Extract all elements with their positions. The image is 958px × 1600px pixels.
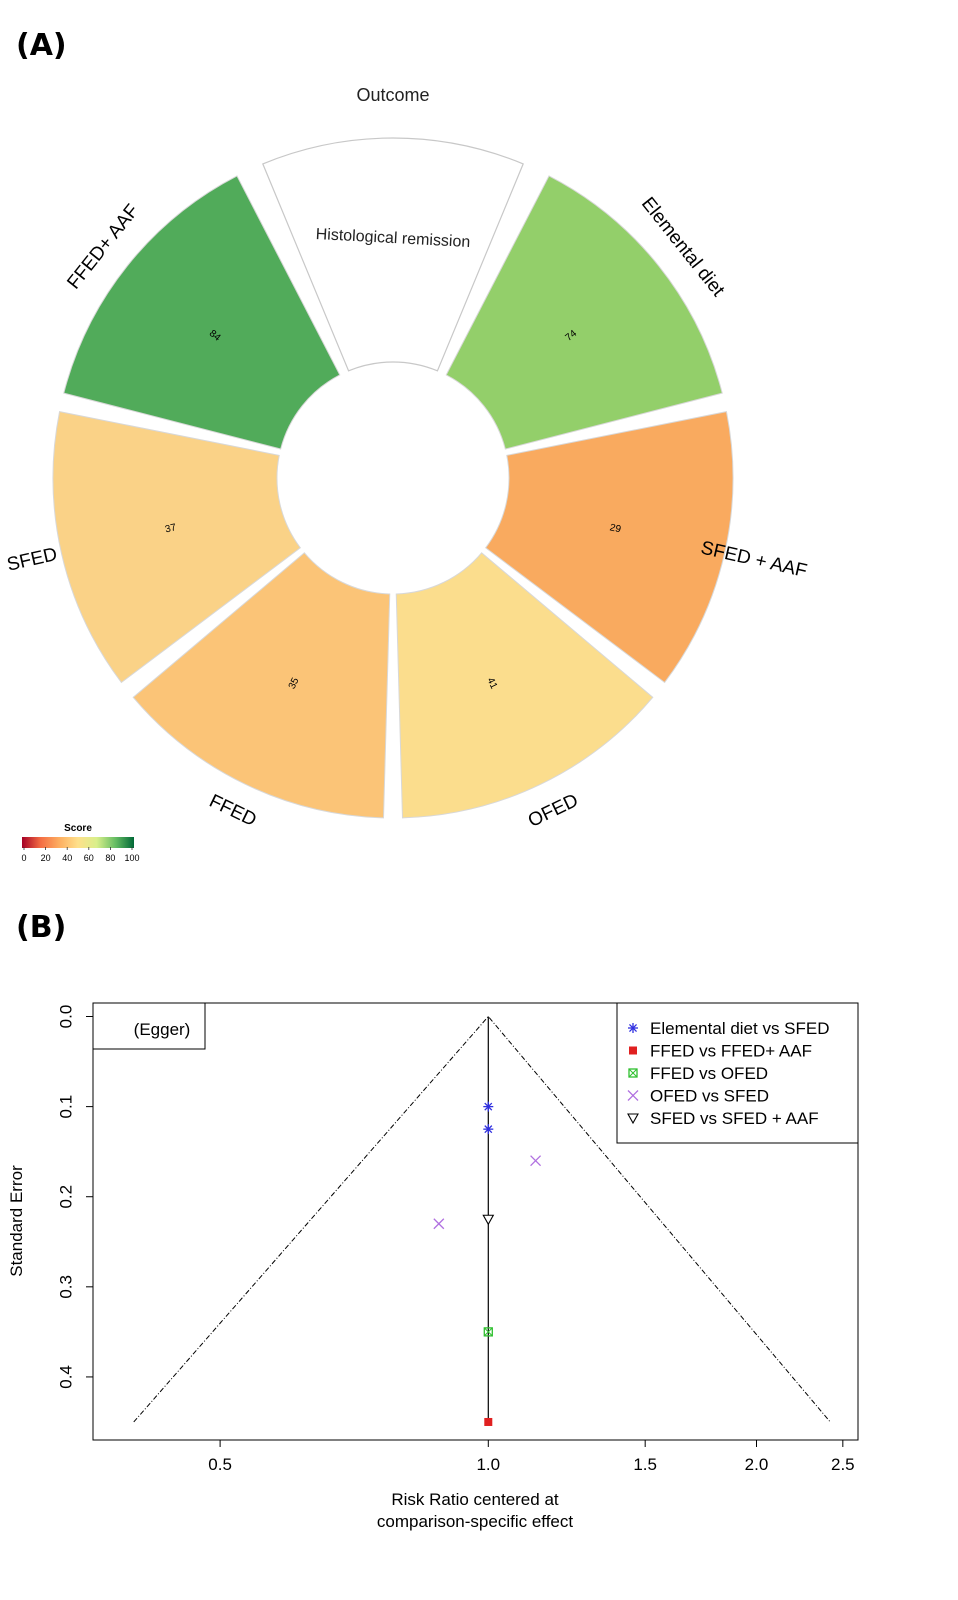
- legend-marker: [628, 1023, 638, 1033]
- legend-tick-label: 60: [84, 853, 94, 863]
- segment-label: OFED: [525, 790, 582, 832]
- legend-entry: FFED vs FFED+ AAF: [650, 1042, 812, 1061]
- segment-score: 37: [164, 522, 178, 535]
- segment-ffed: [132, 552, 391, 819]
- segment-score: 41: [484, 676, 499, 691]
- score-segments: [52, 175, 734, 819]
- x-axis-label-line1: Risk Ratio centered at: [391, 1490, 559, 1509]
- y-tick-label: 0.1: [56, 1095, 75, 1119]
- legend-marker: [629, 1046, 637, 1055]
- segment-label: FFED: [206, 791, 260, 831]
- score-legend: Score 0 20 40 60 80 100: [21, 823, 139, 863]
- segment-label: SFED: [5, 544, 59, 576]
- legend-tick-label: 20: [41, 853, 51, 863]
- x-tick-label: 0.5: [208, 1455, 232, 1474]
- legend-entry: Elemental diet vs SFED: [650, 1019, 830, 1038]
- legend-tick-label: 80: [105, 853, 115, 863]
- segment-sfed: [52, 411, 302, 684]
- legend-marker: [628, 1068, 638, 1078]
- panel-b-label: (B): [16, 910, 67, 945]
- point-ffed-vs-ffed-aaf: [484, 1417, 493, 1426]
- legend-entry: OFED vs SFED: [650, 1087, 769, 1106]
- panel-a-label: (A): [16, 28, 67, 63]
- data-points: [433, 1101, 542, 1426]
- point-ofed-vs-sfed: [433, 1218, 445, 1230]
- y-tick-label: 0.2: [56, 1185, 75, 1209]
- y-tick-label: 0.3: [56, 1275, 75, 1299]
- x-tick-label: 2.0: [745, 1455, 769, 1474]
- legend-marker: [627, 1090, 639, 1101]
- legend-entry: SFED vs SFED + AAF: [650, 1109, 819, 1128]
- segment-ffed-aaf: [63, 175, 341, 450]
- point-elemental-diet-vs-sfed: [483, 1124, 494, 1135]
- egger-box: [92, 1002, 206, 1050]
- legend: Elemental diet vs SFED FFED vs FFED+ AAF F…: [616, 1002, 859, 1144]
- funnel-plot: (Egger) 0.5 1.0 1.5 2.0 2.5 0.0 0.1 0.2 0.3 0.4 E…: [7, 1002, 859, 1531]
- axes: 0.5 1.0 1.5 2.0 2.5 0.0 0.1 0.2 0.3 0.4: [56, 1005, 854, 1474]
- legend-entry: FFED vs OFED: [650, 1064, 768, 1083]
- y-axis-label: Standard Error: [7, 1165, 26, 1277]
- legend-tick-label: 40: [62, 853, 72, 863]
- y-tick-label: 0.4: [56, 1365, 75, 1389]
- legend-colorbar: [22, 837, 134, 848]
- legend-tick-label: 0: [21, 853, 26, 863]
- point-sfed-vs-sfed-aaf: [482, 1214, 495, 1226]
- funnel-boundary: [133, 1015, 831, 1423]
- legend-tick-label: 100: [124, 853, 139, 863]
- point-elemental-diet-vs-sfed: [483, 1101, 494, 1112]
- segment-score: 35: [287, 676, 302, 691]
- outcome-sector: [262, 137, 524, 372]
- x-tick-label: 1.5: [633, 1455, 657, 1474]
- egger-label: (Egger): [134, 1020, 191, 1039]
- x-axis-label-line2: comparison-specific effect: [377, 1512, 573, 1531]
- outcome-title: Outcome: [356, 85, 429, 105]
- radial-score-chart: Outcome Histological remission 74Element…: [5, 85, 809, 863]
- x-tick-label: 2.5: [831, 1455, 855, 1474]
- point-ffed-vs-ofed: [483, 1327, 493, 1337]
- point-ofed-vs-sfed: [530, 1155, 542, 1167]
- segment-score: 29: [609, 522, 623, 535]
- legend-marker: [627, 1113, 639, 1125]
- segment-elemental-diet: [445, 175, 723, 450]
- legend-box: [616, 1002, 859, 1144]
- legend-title: Score: [64, 823, 92, 834]
- segment-ofed: [395, 552, 654, 819]
- x-tick-label: 1.0: [476, 1455, 500, 1474]
- y-tick-label: 0.0: [56, 1005, 75, 1029]
- segment-sfed-aaf: [484, 411, 734, 684]
